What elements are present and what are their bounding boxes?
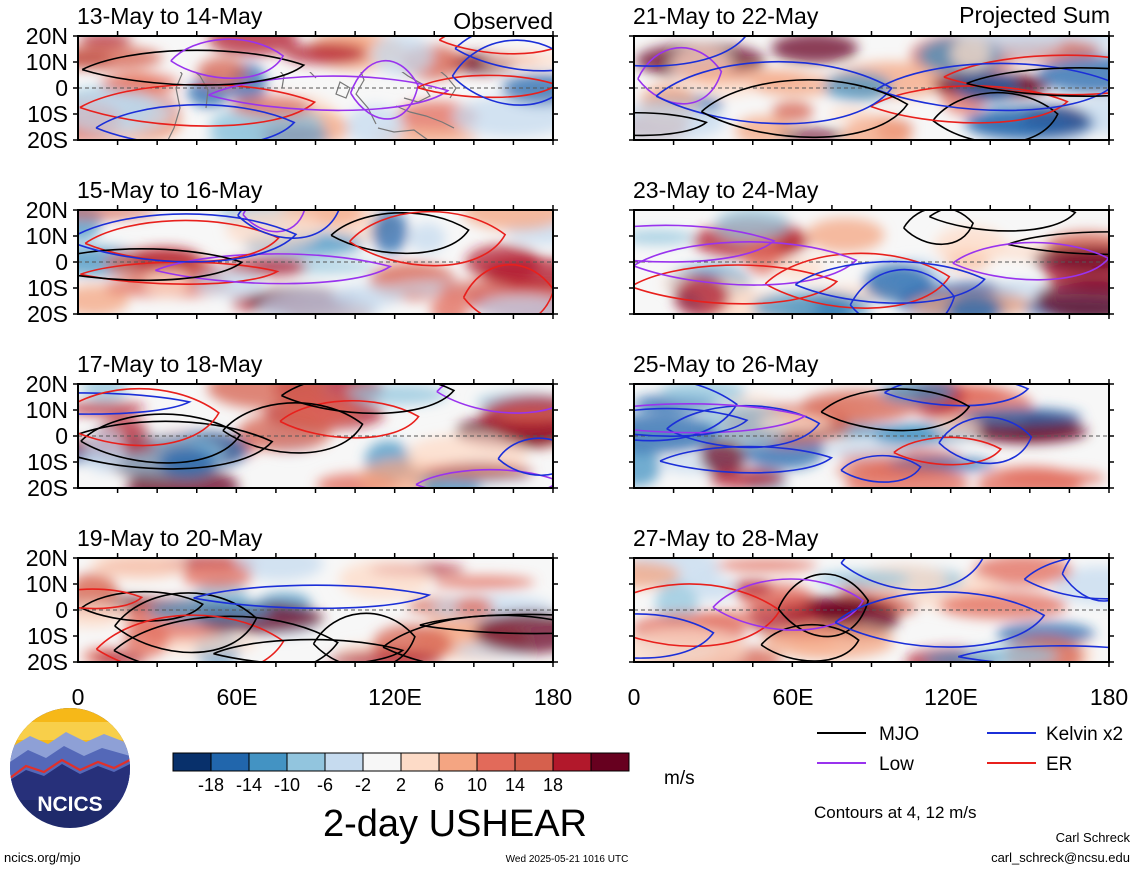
- map-panel-left-1: [73, 31, 558, 145]
- lat-labels-row-1: 20N 10N 0 10S 20S: [26, 23, 68, 153]
- colorbar-unit: m/s: [664, 768, 695, 789]
- lon-label-left-60e: 60E: [217, 684, 258, 710]
- legend-label-kelvin: Kelvin x2: [1046, 724, 1123, 745]
- colorbar-swatch: [286, 752, 326, 772]
- footer-timestamp: Wed 2025-05-21 1016 UTC: [506, 854, 629, 865]
- footer-email: carl_schreck@ncsu.edu: [991, 850, 1130, 865]
- lat-label: 20S: [27, 301, 68, 327]
- map-panel-right-4: [629, 553, 1114, 667]
- colorbar-swatch: [514, 752, 554, 772]
- colorbar-tick-label: 10: [467, 775, 487, 795]
- panel-title-obs-2: 15-May to 16-May: [77, 177, 263, 203]
- footer-author: Carl Schreck: [1056, 830, 1131, 845]
- lon-label-left-0: 0: [72, 684, 85, 710]
- map-panel-left-3: [73, 379, 558, 493]
- projected-sum-label: Projected Sum: [959, 2, 1110, 28]
- legend-label-er: ER: [1046, 754, 1072, 775]
- lat-label: 20N: [26, 197, 68, 223]
- map-panel-right-3: [629, 379, 1114, 493]
- lat-label: 0: [55, 75, 68, 101]
- colorbar-swatch: [590, 752, 630, 772]
- legend-label-mjo: MJO: [879, 724, 919, 745]
- lat-label: 20S: [27, 127, 68, 153]
- colorbar-swatch: [172, 752, 212, 772]
- lat-label: 10S: [27, 101, 68, 127]
- colorbar-tick-label: -14: [236, 775, 262, 795]
- colorbar-swatch: [324, 752, 364, 772]
- lon-label-left-120e: 120E: [368, 684, 422, 710]
- panel-title-proj-1: 21-May to 22-May: [633, 3, 819, 29]
- colorbar-swatch: [362, 752, 402, 772]
- lat-label: 20N: [26, 371, 68, 397]
- legend-label-low: Low: [879, 754, 914, 775]
- colorbar-swatch: [210, 752, 250, 772]
- ncics-logo: NCICS: [10, 708, 130, 828]
- lat-label: 10S: [27, 275, 68, 301]
- observed-label: Observed: [453, 8, 553, 34]
- logo-text: NCICS: [37, 793, 102, 816]
- panel-title-proj-3: 25-May to 26-May: [633, 351, 819, 377]
- colorbar-tick-label: 2: [396, 775, 406, 795]
- main-title: 2-day USHEAR: [323, 803, 587, 845]
- lat-label: 0: [55, 423, 68, 449]
- lat-labels-row-4: 20N 10N 0 10S 20S: [26, 545, 68, 675]
- lon-label-right-180: 180: [1090, 684, 1128, 710]
- panel-title-proj-2: 23-May to 24-May: [633, 177, 819, 203]
- lat-label: 20N: [26, 23, 68, 49]
- colorbar-tick-label: -18: [198, 775, 224, 795]
- lat-label: 10S: [27, 623, 68, 649]
- map-panel-right-1: [629, 31, 1114, 145]
- colorbar-tick-label: -2: [355, 775, 371, 795]
- colorbar-tick-label: 14: [505, 775, 525, 795]
- panel-title-obs-3: 17-May to 18-May: [77, 351, 263, 377]
- colorbar-swatch: [438, 752, 478, 772]
- panel-title-proj-4: 27-May to 28-May: [633, 525, 819, 551]
- lat-labels-row-3: 20N 10N 0 10S 20S: [26, 371, 68, 501]
- footer-url: ncics.org/mjo: [4, 850, 81, 865]
- colorbar-tick-label: -6: [317, 775, 333, 795]
- lat-label: 0: [55, 597, 68, 623]
- lat-label: 0: [55, 249, 68, 275]
- lon-label-right-120e: 120E: [924, 684, 978, 710]
- map-panel-right-2: [629, 205, 1114, 319]
- lat-label: 10N: [26, 223, 68, 249]
- lon-label-left-180: 180: [534, 684, 572, 710]
- colorbar-swatch: [552, 752, 592, 772]
- colorbar-tick-label: 6: [434, 775, 444, 795]
- lat-label: 20N: [26, 545, 68, 571]
- colorbar-swatch: [476, 752, 516, 772]
- legend: MJO Kelvin x2 Low ER: [817, 724, 1123, 775]
- lat-labels-row-2: 20N 10N 0 10S 20S: [26, 197, 68, 327]
- map-panels: [73, 31, 1114, 667]
- colorbar-swatch: [400, 752, 440, 772]
- lon-label-right-60e: 60E: [773, 684, 814, 710]
- lat-label: 10N: [26, 397, 68, 423]
- colorbar-tick-label: 18: [543, 775, 563, 795]
- lat-label: 20S: [27, 475, 68, 501]
- lat-label: 10S: [27, 449, 68, 475]
- lat-label: 10N: [26, 571, 68, 597]
- colorbar-tick-label: -10: [274, 775, 300, 795]
- contours-note: Contours at 4, 12 m/s: [814, 803, 977, 822]
- lat-label: 10N: [26, 49, 68, 75]
- colorbar: -18 -14 -10 -6 -2 2 6 10 14 18: [172, 752, 630, 795]
- lon-label-right-0: 0: [628, 684, 641, 710]
- lat-label: 20S: [27, 649, 68, 675]
- panel-title-obs-4: 19-May to 20-May: [77, 525, 263, 551]
- colorbar-swatch: [248, 752, 288, 772]
- map-panel-left-4: [73, 553, 558, 667]
- panel-title-obs-1: 13-May to 14-May: [77, 3, 263, 29]
- map-panel-left-2: [73, 205, 558, 319]
